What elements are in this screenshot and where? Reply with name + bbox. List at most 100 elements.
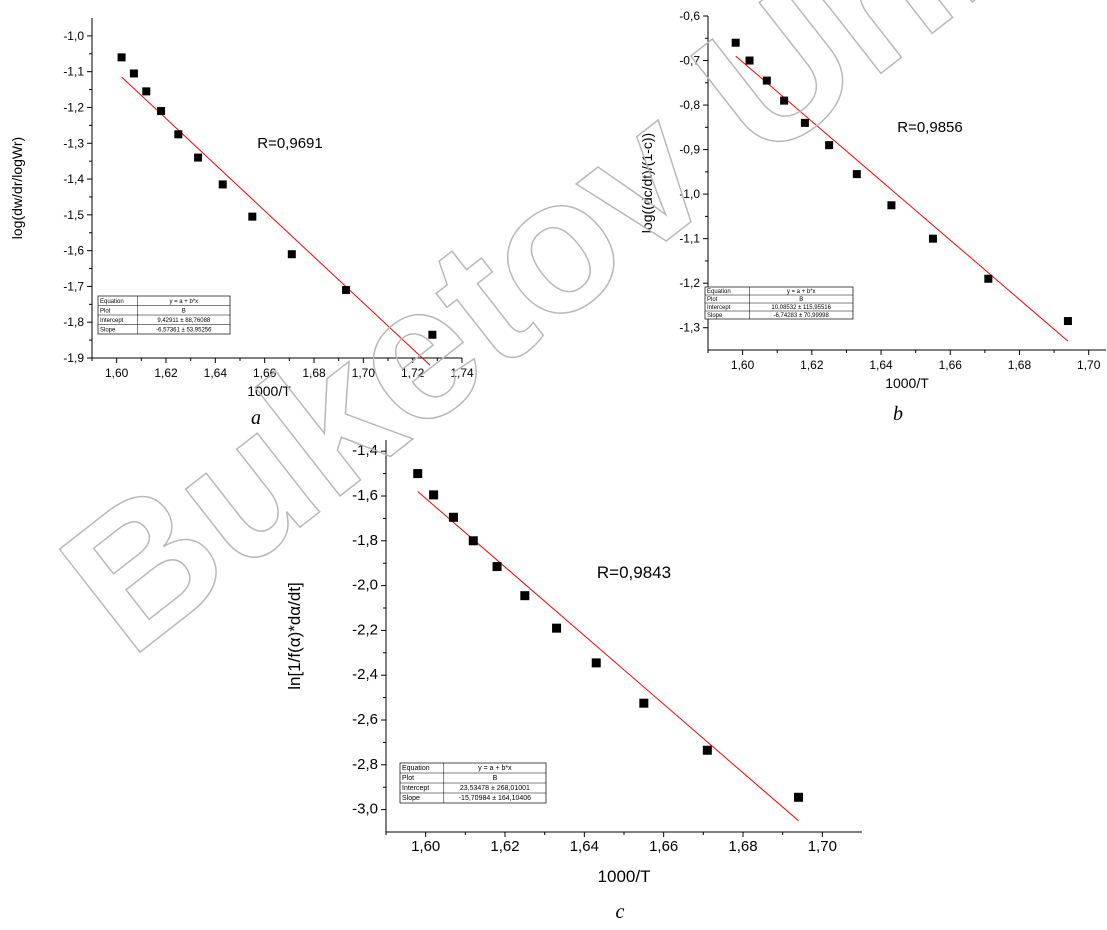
chart-panel-c: 1,60 1,62 1,64 1,66 1,68 1,70 -1,4 -1,6 -1,8 -2,0…: [285, 440, 862, 923]
data-point: [800, 118, 809, 127]
data-point: [413, 469, 423, 479]
y-tick-label: -2,8: [352, 756, 378, 773]
data-point: [218, 180, 227, 189]
y-tick-label: -1,8: [63, 315, 84, 329]
x-tick-label: 1,74: [450, 366, 474, 380]
y-tick-label: -1,6: [352, 487, 378, 504]
y-tick-label: -1,4: [63, 172, 84, 186]
data-point: [702, 745, 712, 755]
x-tick-label: 1,64: [204, 366, 228, 380]
data-point: [142, 87, 151, 96]
fit-table-value: y = a + b*x: [478, 765, 512, 772]
data-point: [984, 274, 993, 283]
data-point: [428, 330, 437, 339]
data-point: [117, 53, 126, 62]
x-tick-label: 1,72: [401, 366, 425, 380]
fit-table-value: y = a + b*x: [787, 289, 816, 295]
data-point: [928, 234, 937, 243]
data-point: [780, 96, 789, 105]
y-tick-label: -1,2: [679, 276, 700, 290]
y-axis-label: ln[1/f(α)*dα/dt]: [285, 582, 304, 690]
data-point: [794, 792, 804, 802]
fit-table-key: Plot: [402, 775, 414, 782]
x-tick-label: 1,62: [490, 838, 519, 855]
x-tick-label: 1,62: [800, 358, 824, 372]
y-tick-label: -1,0: [63, 29, 84, 43]
data-point: [852, 170, 861, 179]
fit-table-key: Equation: [402, 765, 430, 772]
chart-panel-a: 1,60 1,62 1,64 1,66 1,68 1,70 1,72 1,74 -1,0 -1,1…: [9, 18, 474, 429]
y-tick-label: -0,6: [679, 9, 700, 23]
x-axis-label: 1000/T: [598, 867, 651, 886]
y-tick-label: -0,9: [679, 143, 700, 157]
x-tick-label: 1,70: [1077, 358, 1101, 372]
data-point: [492, 562, 502, 572]
x-tick-label: 1,68: [728, 838, 757, 855]
data-point: [248, 212, 257, 221]
data-point: [287, 250, 296, 259]
y-tick-label: -0,8: [679, 98, 700, 112]
fit-table-key: Slope: [707, 313, 723, 319]
fit-table-key: Plot: [100, 308, 111, 314]
r-value-annotation: R=0,9843: [597, 563, 671, 582]
data-point: [745, 56, 754, 65]
fit-table-key: Intercept: [100, 318, 124, 324]
data-point: [731, 38, 740, 47]
y-tick-label: -2,4: [352, 666, 378, 683]
data-point: [887, 201, 896, 210]
x-tick-label: 1,66: [939, 358, 963, 372]
fit-table: Equation y = a + b*x Plot B Intercept 23,5347…: [399, 762, 547, 804]
fit-line: [417, 491, 799, 822]
y-tick-label: -1,1: [679, 232, 700, 246]
x-tick-label: 1,60: [731, 358, 755, 372]
x-tick-label: 1,70: [352, 366, 376, 380]
y-tick-label: -1,3: [63, 136, 84, 150]
y-axis-label: log(dw/dr/logWr): [9, 137, 25, 239]
y-tick-label: -1,5: [63, 208, 84, 222]
data-point: [520, 591, 530, 601]
r-value-annotation: R=0,9691: [257, 135, 322, 152]
watermark-text: Buketov Uni: [25, 0, 1029, 692]
fit-line: [735, 55, 1069, 342]
x-tick-label: 1,64: [570, 838, 599, 855]
y-tick-label: -2,6: [352, 711, 378, 728]
y-tick-label: -1,0: [679, 187, 700, 201]
r-value-annotation: R=0,9856: [897, 119, 962, 136]
data-point: [157, 107, 166, 116]
fit-table-value: -6,74283 ± 70,99998: [774, 313, 830, 319]
data-point: [342, 286, 351, 294]
fit-table-key: Slope: [402, 795, 420, 802]
panel-letter: c: [616, 901, 625, 923]
y-tick-label: -1,8: [352, 532, 378, 549]
x-tick-label: 1,70: [808, 838, 837, 855]
fit-table-key: Slope: [100, 327, 116, 333]
fit-table-key: Intercept: [707, 305, 731, 311]
y-tick-label: -2,2: [352, 621, 378, 638]
fit-table-key: Equation: [100, 299, 124, 305]
fit-table: Equation y = a + b*x Plot B Intercept 9,42911…: [97, 295, 231, 335]
y-tick-label: -0,7: [679, 54, 700, 68]
fit-line: [121, 76, 431, 366]
fit-table-value: -6,57361 ± 53,95256: [156, 327, 212, 333]
y-tick-label: -1,7: [63, 279, 84, 293]
y-tick-label: -2,0: [352, 577, 378, 594]
data-point: [429, 490, 439, 500]
fit-table-value: B: [182, 308, 186, 314]
data-point: [448, 512, 458, 522]
x-axis-label: 1000/T: [247, 383, 291, 399]
fit-table-value: B: [493, 775, 498, 782]
data-point: [194, 153, 203, 162]
fit-table-key: Plot: [707, 297, 718, 303]
x-tick-label: 1,68: [302, 366, 326, 380]
y-tick-label: -1,1: [63, 65, 84, 79]
fit-table-key: Intercept: [402, 785, 429, 792]
y-tick-label: -1,9: [63, 351, 84, 365]
x-tick-label: 1,68: [1008, 358, 1032, 372]
data-point: [174, 130, 183, 139]
y-tick-label: -3,0: [352, 801, 378, 818]
x-tick-label: 1,66: [649, 838, 678, 855]
y-tick-label: -1,6: [63, 244, 84, 258]
panel-letter: a: [251, 407, 261, 429]
